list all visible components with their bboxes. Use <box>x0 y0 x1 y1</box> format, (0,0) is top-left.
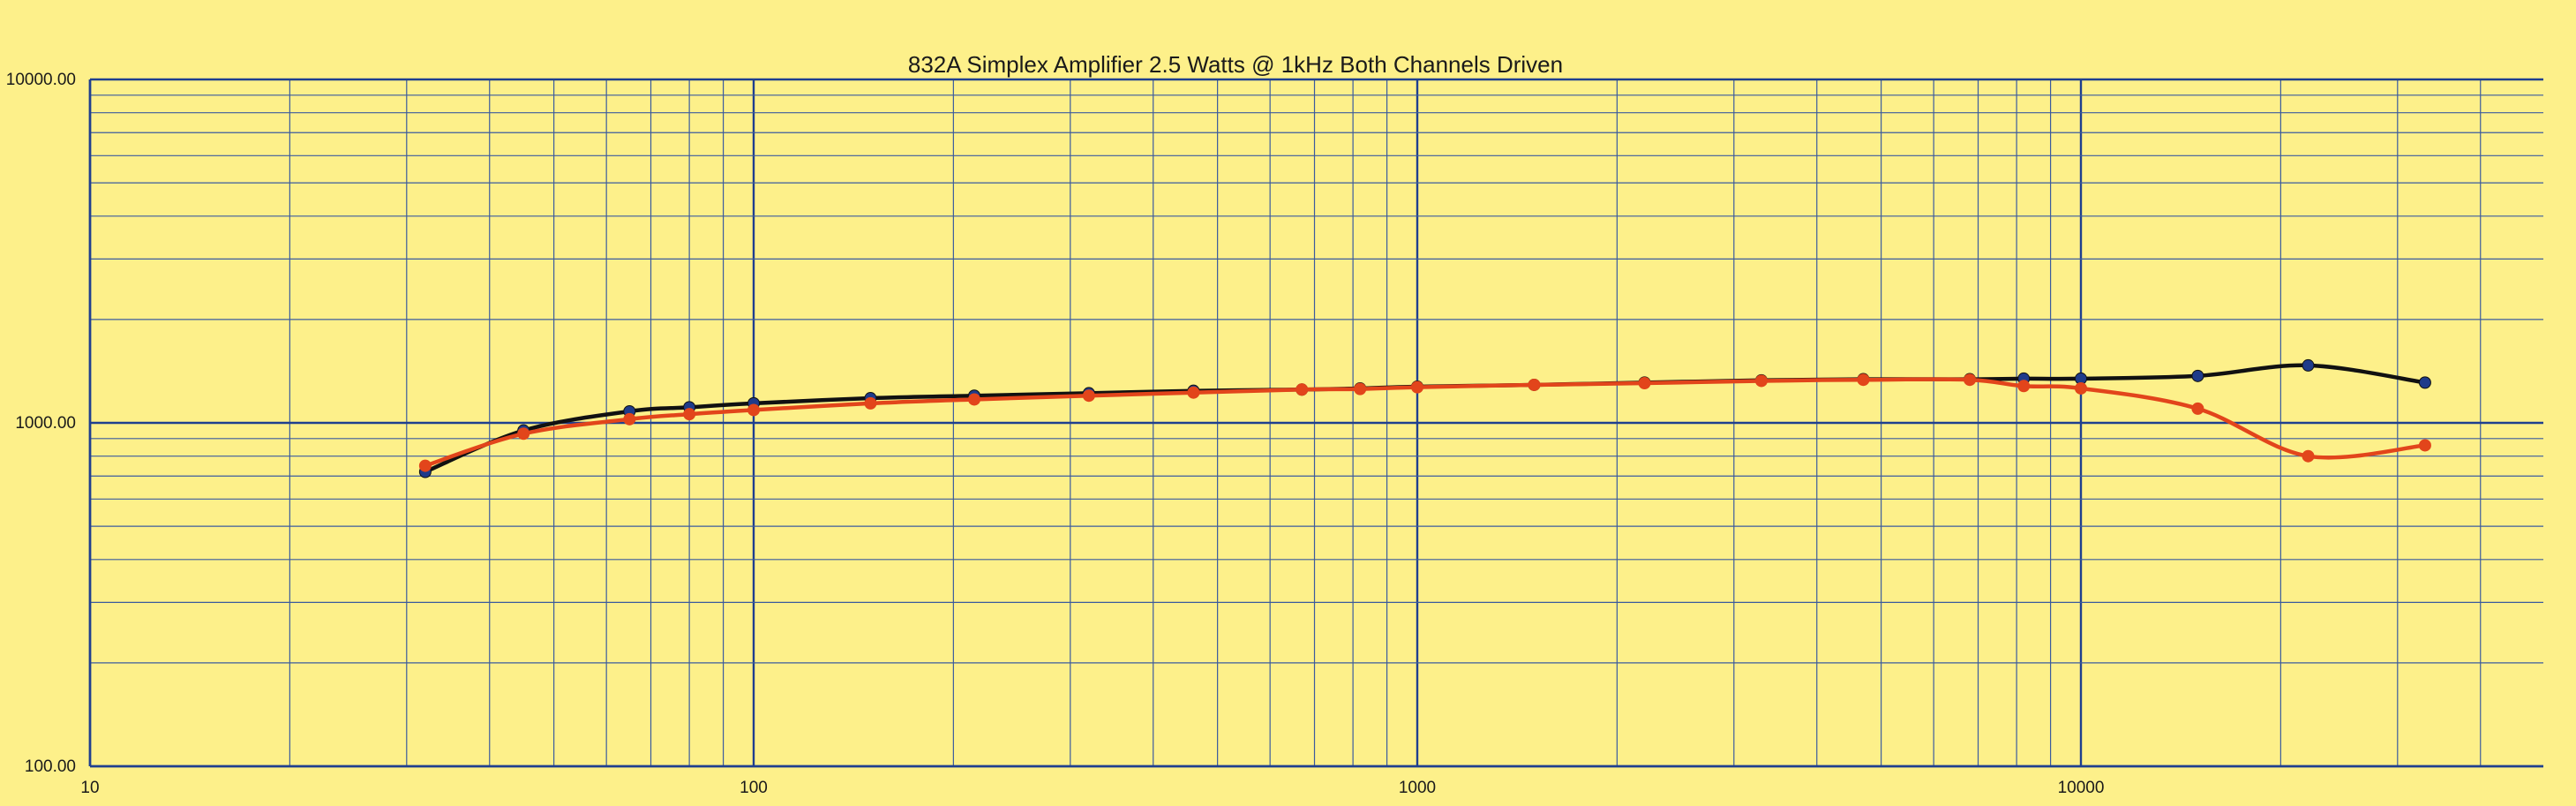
series-1-point <box>2191 369 2204 382</box>
x-tick-label: 100 <box>740 779 768 797</box>
x-tick-label: 1000 <box>1399 779 1436 797</box>
series-2-point <box>2418 439 2431 452</box>
series-2-point <box>1296 383 1309 396</box>
series-2-point <box>967 393 980 406</box>
series-2-point <box>1857 373 1870 387</box>
series-2-point <box>1638 377 1651 390</box>
y-tick-label: 100.00 <box>25 757 76 776</box>
series-2-point <box>1082 389 1095 403</box>
series-2-point <box>517 427 530 441</box>
series-2-point <box>864 396 877 410</box>
y-tick-label: 1000.00 <box>15 414 76 433</box>
y-tick-label: 10000.00 <box>6 71 76 89</box>
series-2-point <box>1411 380 1423 394</box>
series-2-point <box>2075 381 2087 395</box>
series-2-point <box>2191 402 2204 415</box>
series-2-line <box>423 377 2428 468</box>
chart-title: 832A Simplex Amplifier 2.5 Watts @ 1kHz … <box>908 51 1563 78</box>
series-1-point <box>2302 358 2315 372</box>
x-tick-label: 10 <box>80 779 99 797</box>
grid <box>88 79 2543 768</box>
series-1-point <box>2418 376 2431 389</box>
series-2-point <box>1354 382 1367 395</box>
series-2-point <box>2302 449 2315 463</box>
series-2-point <box>2017 380 2031 393</box>
axes <box>88 78 2543 768</box>
tick-labels: 10 100 1000 10000 10000.00 1000.00 100.00 <box>6 71 2105 797</box>
series-layer <box>418 358 2431 478</box>
series-2-point <box>623 412 636 426</box>
series-2-point <box>747 403 760 417</box>
series-2-point <box>1964 373 1977 387</box>
series-2-point <box>418 459 432 472</box>
series-2-point <box>1187 386 1200 399</box>
x-tick-label: 10000 <box>2058 779 2105 797</box>
series-2-point <box>1754 374 1768 388</box>
series-2-point <box>683 408 696 421</box>
series-2-point <box>1528 378 1541 391</box>
